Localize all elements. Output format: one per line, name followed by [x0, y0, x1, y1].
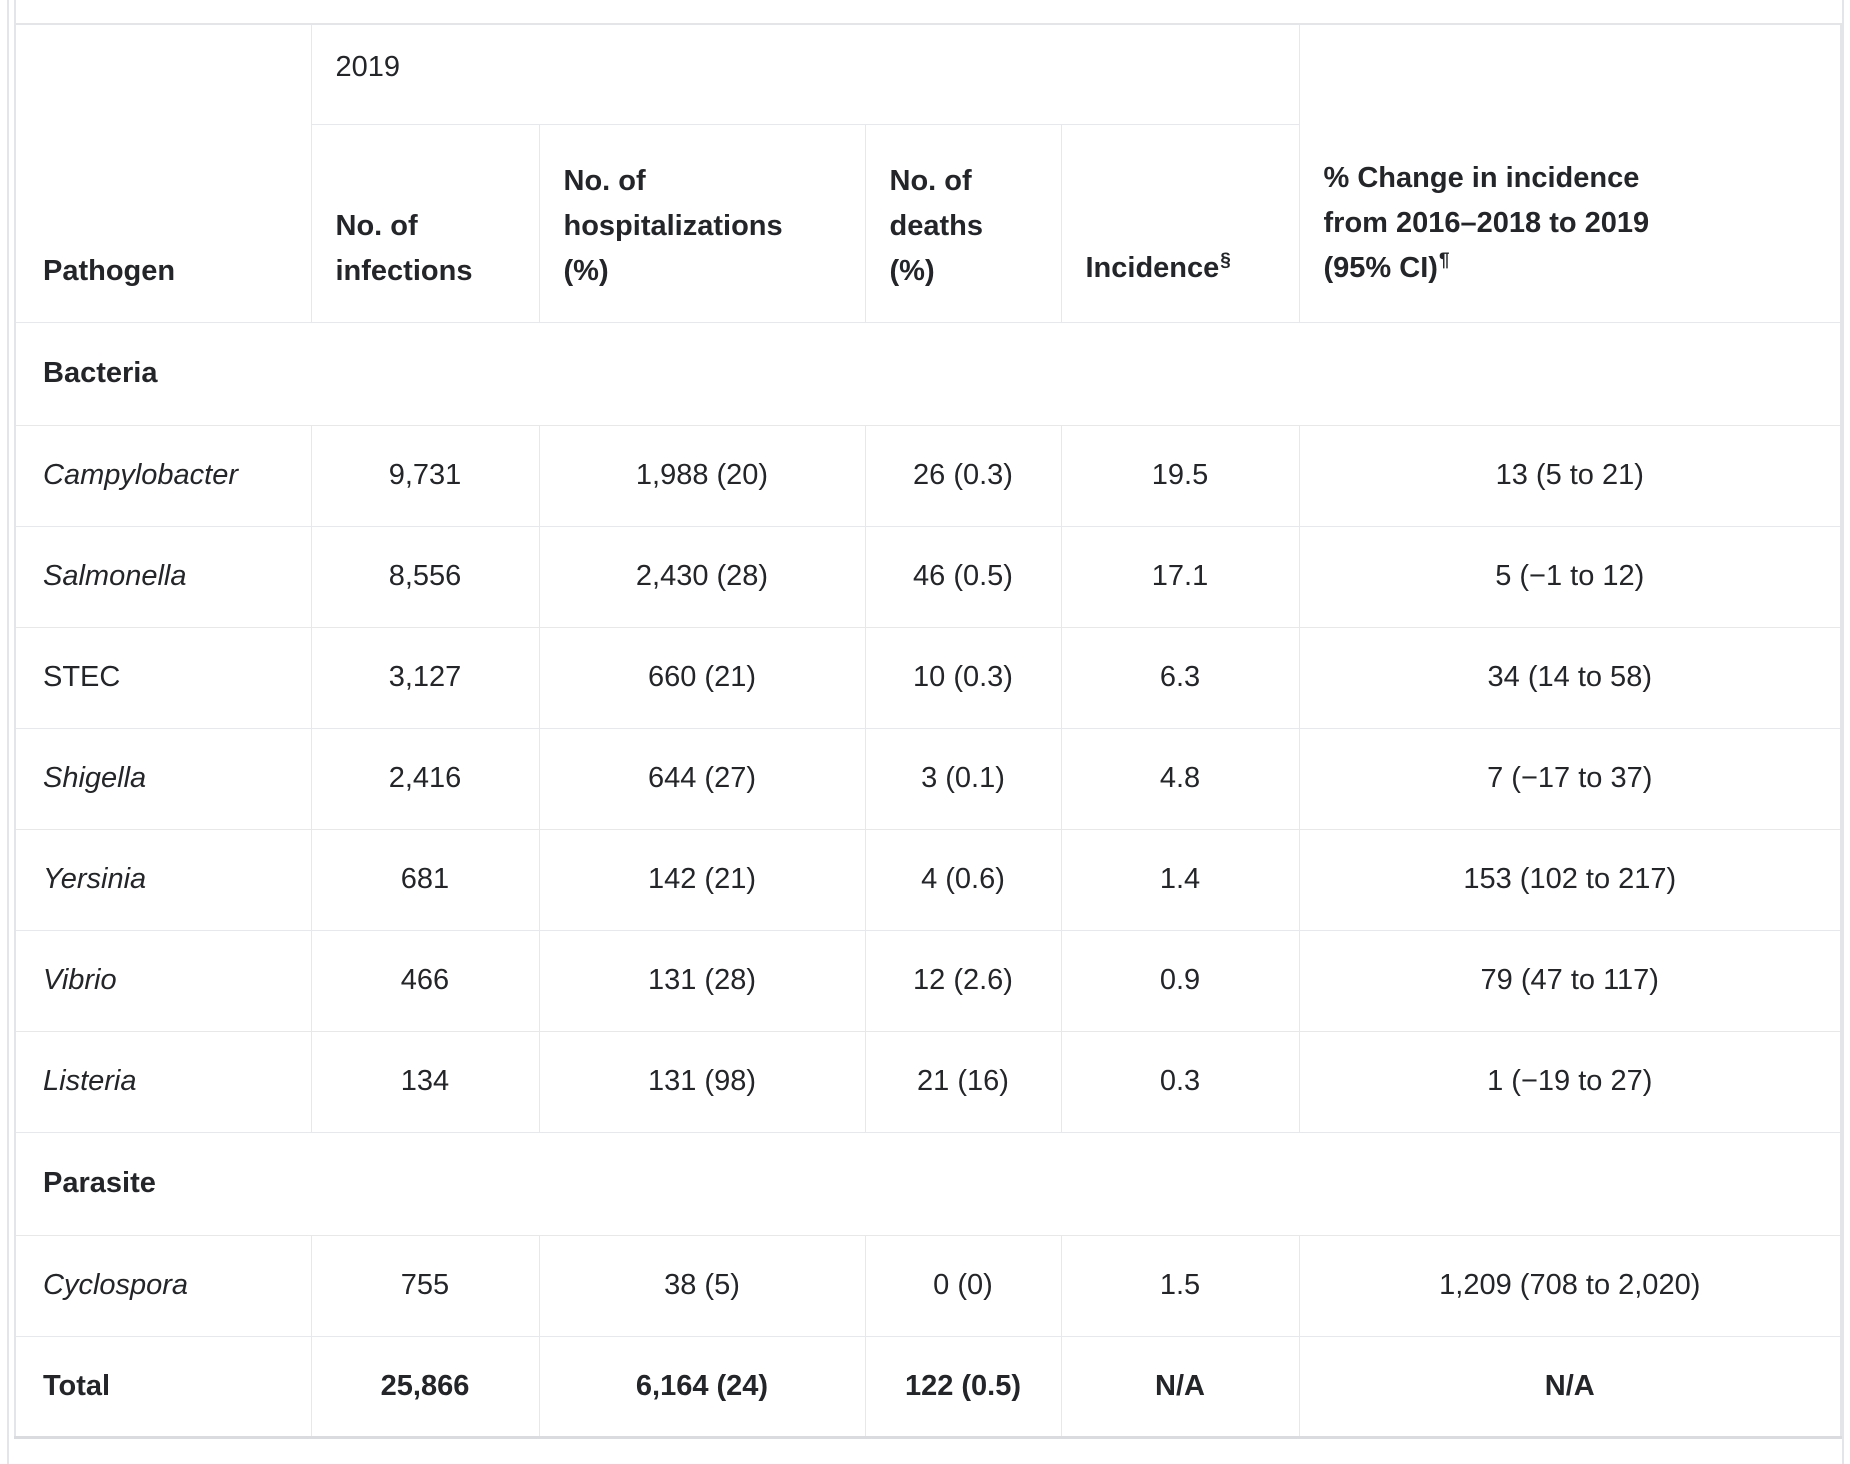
deaths-cell: 10 (0.3) [864, 626, 1062, 729]
section-label: Bacteria [14, 321, 1842, 426]
infections-cell: 25,866 [310, 1335, 540, 1438]
year-group-label: 2019 [335, 51, 401, 83]
table-row: STEC 3,127 660 (21) 10 (0.3) 6.3 34 (14 to 58… [14, 626, 1842, 729]
incidence-cell: 1.4 [1060, 828, 1300, 931]
total-row: Total 25,866 6,164 (24) 122 (0.5) N/A N/A [14, 1335, 1842, 1438]
infections-cell: 134 [310, 1030, 540, 1133]
cutoff-row-remnant [14, 0, 1842, 23]
hospitalizations-cell: 38 (5) [538, 1234, 866, 1337]
infections-cell: 755 [310, 1234, 540, 1337]
hospitalizations-cell: 644 (27) [538, 727, 866, 830]
pct-change-cell: N/A [1298, 1335, 1842, 1438]
pathogen-cell: Listeria [14, 1030, 312, 1133]
infections-cell: 466 [310, 929, 540, 1032]
section-row: Bacteria [14, 321, 1842, 426]
infections-cell: 681 [310, 828, 540, 931]
header-row-measures: No. of infections No. of hospitalization… [15, 123, 1841, 323]
column-header-pathogen: Pathogen [14, 23, 312, 323]
deaths-cell: 3 (0.1) [864, 727, 1062, 830]
column-header-incidence: Incidence§ [1060, 123, 1300, 323]
pathogen-cell: Shigella [14, 727, 312, 830]
table-row: Shigella 2,416 644 (27) 3 (0.1) 4.8 7 (−17 to… [14, 727, 1842, 830]
incidence-cell: N/A [1060, 1335, 1300, 1438]
pathogen-surveillance-table: Pathogen 2019 % Change in incidence from… [14, 23, 1842, 1439]
table-row: Vibrio 466 131 (28) 12 (2.6) 0.9 79 (47 to 11… [14, 929, 1842, 1032]
table-row: Campylobacter 9,731 1,988 (20) 26 (0.3) 19.5… [14, 424, 1842, 527]
column-header-hospitalizations: No. of hospitalizations (%) [538, 123, 866, 323]
incidence-cell: 17.1 [1060, 525, 1300, 628]
section-label: Parasite [14, 1131, 1842, 1236]
hospitalizations-cell: 2,430 (28) [538, 525, 866, 628]
pct-change-cell: 5 (−1 to 12) [1298, 525, 1842, 628]
section-row: Parasite [14, 1131, 1842, 1236]
pct-change-cell: 79 (47 to 117) [1298, 929, 1842, 1032]
header-row-year: Pathogen 2019 % Change in incidence from… [14, 23, 1842, 323]
deaths-cell: 26 (0.3) [864, 424, 1062, 527]
pct-change-cell: 1,209 (708 to 2,020) [1298, 1234, 1842, 1337]
pct-change-cell: 1 (−19 to 27) [1298, 1030, 1842, 1133]
section-sign-footnote-mark: § [1220, 249, 1231, 271]
pct-change-cell: 34 (14 to 58) [1298, 626, 1842, 729]
hospitalizations-cell: 660 (21) [538, 626, 866, 729]
incidence-cell: 19.5 [1060, 424, 1300, 527]
infections-cell: 8,556 [310, 525, 540, 628]
deaths-cell: 122 (0.5) [864, 1335, 1062, 1438]
table-row: Salmonella 8,556 2,430 (28) 46 (0.5) 17.1 5 (… [14, 525, 1842, 628]
hospitalizations-cell: 6,164 (24) [538, 1335, 866, 1438]
hospitalizations-cell: 131 (28) [538, 929, 866, 1032]
incidence-cell: 0.3 [1060, 1030, 1300, 1133]
hospitalizations-cell: 142 (21) [538, 828, 866, 931]
pathogen-cell: Vibrio [14, 929, 312, 1032]
incidence-cell: 1.5 [1060, 1234, 1300, 1337]
deaths-cell: 4 (0.6) [864, 828, 1062, 931]
incidence-cell: 0.9 [1060, 929, 1300, 1032]
pathogen-header-label: Pathogen [43, 254, 176, 287]
column-header-infections: No. of infections [310, 123, 540, 323]
hospitalizations-cell: 1,988 (20) [538, 424, 866, 527]
deaths-cell: 21 (16) [864, 1030, 1062, 1133]
infections-cell: 3,127 [310, 626, 540, 729]
pct-change-cell: 7 (−17 to 37) [1298, 727, 1842, 830]
column-group-header-2019: 2019 [310, 23, 1300, 125]
hospitalizations-cell: 131 (98) [538, 1030, 866, 1133]
pct-change-cell: 153 (102 to 217) [1298, 828, 1842, 931]
incidence-cell: 6.3 [1060, 626, 1300, 729]
pathogen-cell: STEC [14, 626, 312, 729]
table-row: Cyclospora 755 38 (5) 0 (0) 1.5 1,209 (708 to… [14, 1234, 1842, 1337]
deaths-cell: 0 (0) [864, 1234, 1062, 1337]
pathogen-cell: Salmonella [14, 525, 312, 628]
incidence-cell: 4.8 [1060, 727, 1300, 830]
pathogen-cell: Yersinia [14, 828, 312, 931]
table-row: Listeria 134 131 (98) 21 (16) 0.3 1 (−19 to 2… [14, 1030, 1842, 1133]
pathogen-cell: Cyclospora [14, 1234, 312, 1337]
pathogen-cell: Campylobacter [14, 424, 312, 527]
deaths-cell: 46 (0.5) [864, 525, 1062, 628]
table-body: Bacteria Campylobacter 9,731 1,988 (20) 26 (… [14, 321, 1842, 1438]
deaths-cell: 12 (2.6) [864, 929, 1062, 1032]
table-header: Pathogen 2019 % Change in incidence from… [14, 23, 1842, 323]
table-container: Pathogen 2019 % Change in incidence from… [7, 0, 1844, 1464]
table-row: Yersinia 681 142 (21) 4 (0.6) 1.4 153 (102 to… [14, 828, 1842, 931]
pilcrow-footnote-mark: ¶ [1438, 249, 1450, 271]
infections-cell: 2,416 [310, 727, 540, 830]
pathogen-cell: Total [14, 1335, 312, 1438]
column-header-pct-change: % Change in incidence from 2016–2018 to … [1298, 23, 1842, 323]
infections-cell: 9,731 [310, 424, 540, 527]
pct-change-header-label: % Change in incidence from 2016–2018 to … [1323, 161, 1650, 284]
column-header-deaths: No. of deaths (%) [864, 123, 1062, 323]
pct-change-cell: 13 (5 to 21) [1298, 424, 1842, 527]
